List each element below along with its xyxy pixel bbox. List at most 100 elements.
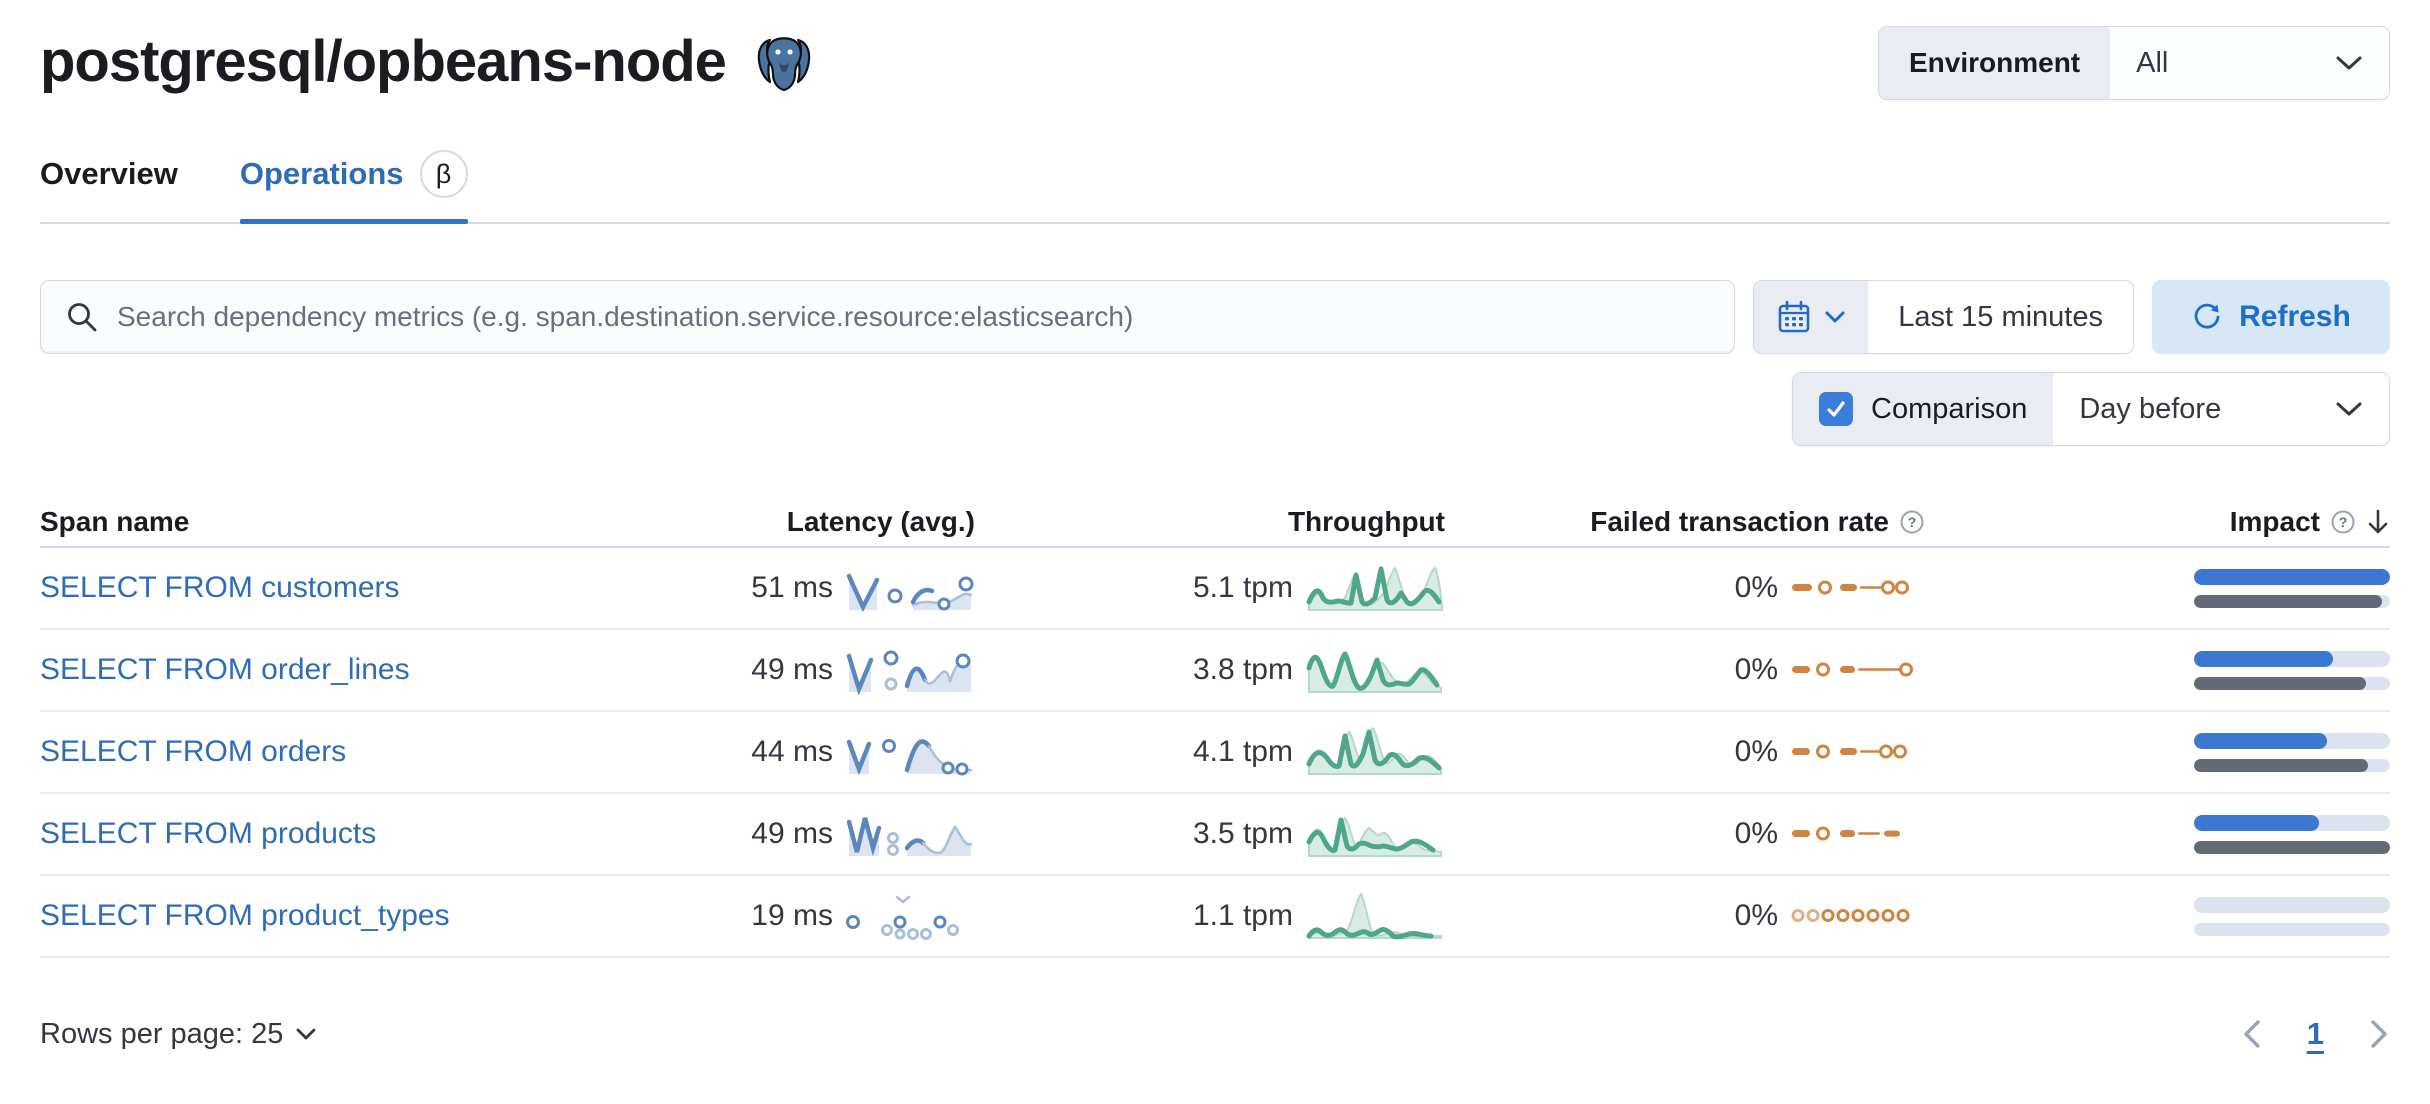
impact-bar-previous <box>2194 594 2383 608</box>
latency-sparkline <box>846 817 973 857</box>
span-link[interactable]: SELECT FROM product_types <box>40 899 450 932</box>
table-row: SELECT FROM orders 44 ms 4.1 tpm <box>40 712 2390 794</box>
throughput-value: 5.1 tpm <box>1192 571 1293 604</box>
refresh-button[interactable]: Refresh <box>2152 280 2390 354</box>
throughput-value: 3.8 tpm <box>1192 653 1293 686</box>
latency-sparkline <box>846 895 959 940</box>
comparison-value: Day before <box>2079 392 2222 425</box>
latency-sparkline <box>846 739 973 776</box>
refresh-icon <box>2194 303 2220 329</box>
search-input[interactable] <box>117 301 1711 333</box>
col-impact[interactable]: Impact ? <box>1925 506 2390 538</box>
comparison-label: Comparison <box>1871 392 2028 425</box>
time-range-button[interactable]: Last 15 minutes <box>1868 281 2133 353</box>
span-link[interactable]: SELECT FROM order_lines <box>40 653 410 686</box>
chevron-down-icon <box>1825 311 1845 323</box>
failed-rate-sparkline <box>1792 744 1907 759</box>
throughput-sparkline <box>1306 726 1442 775</box>
throughput-sparkline <box>1306 566 1443 611</box>
impact-bar-current <box>2194 814 2320 831</box>
table-row: SELECT FROM product_types 19 ms 1.1 tpm <box>40 876 2390 958</box>
svg-text:?: ? <box>2339 514 2348 530</box>
page-header: postgresql/opbeans-node Environment All <box>40 26 2390 100</box>
check-icon <box>1827 401 1845 417</box>
rows-per-page-button[interactable]: Rows per page: 25 <box>40 1018 317 1051</box>
question-icon[interactable]: ? <box>2330 509 2356 535</box>
impact-bar-current <box>2194 568 2390 585</box>
chevron-down-icon <box>297 1028 316 1040</box>
table-header-row: Span name Latency (avg.) Throughput Fail… <box>40 498 2390 548</box>
environment-select[interactable]: Environment All <box>1878 26 2390 100</box>
impact-cell <box>2194 568 2390 608</box>
latency-sparkline <box>846 650 971 696</box>
beta-badge: β <box>419 150 468 198</box>
search-icon <box>68 303 97 332</box>
date-picker: Last 15 minutes <box>1753 280 2134 354</box>
page-number[interactable]: 1 <box>2306 1016 2324 1051</box>
tab-overview[interactable]: Overview <box>40 150 178 222</box>
failed-rate-sparkline <box>1792 580 1909 595</box>
failed-rate-value: 0% <box>1734 817 1778 850</box>
comparison-select[interactable]: Day before <box>2053 373 2389 445</box>
impact-bar-previous <box>2194 676 2367 690</box>
question-icon[interactable]: ? <box>1899 509 1925 535</box>
latency-value: 49 ms <box>751 653 833 686</box>
failed-rate-value: 0% <box>1734 899 1778 932</box>
postgresql-elephant-icon <box>757 37 811 92</box>
impact-bar-previous <box>2194 840 2390 854</box>
failed-rate-sparkline <box>1791 909 1910 922</box>
tab-operations-label: Operations <box>239 156 404 191</box>
impact-cell <box>2194 896 2390 936</box>
apm-dependency-page: postgresql/opbeans-node Environment All <box>40 26 2390 1052</box>
comparison-control: Comparison Day before <box>1792 372 2390 446</box>
calendar-icon <box>1778 300 1810 333</box>
impact-bar-current <box>2194 650 2334 667</box>
failed-rate-value: 0% <box>1734 571 1778 604</box>
col-failed-rate: Failed transaction rate ? <box>1445 506 1925 538</box>
chevron-left-icon[interactable] <box>2241 1018 2263 1050</box>
latency-value: 44 ms <box>751 735 833 768</box>
span-link[interactable]: SELECT FROM orders <box>40 735 347 768</box>
rows-per-page-label: Rows per page: 25 <box>40 1017 284 1050</box>
latency-value: 51 ms <box>751 571 833 604</box>
comparison-toggle: Comparison <box>1793 373 2054 445</box>
throughput-value: 3.5 tpm <box>1192 817 1293 850</box>
col-throughput: Throughput <box>1287 506 1445 537</box>
latency-value: 49 ms <box>751 817 833 850</box>
col-span-name: Span name <box>40 506 190 537</box>
comparison-checkbox[interactable] <box>1819 392 1853 426</box>
span-link[interactable]: SELECT FROM customers <box>40 571 400 604</box>
chevron-right-icon[interactable] <box>2368 1018 2390 1050</box>
time-range-value: Last 15 minutes <box>1898 300 2103 333</box>
svg-text:?: ? <box>1908 514 1917 530</box>
failed-rate-sparkline <box>1792 826 1900 841</box>
impact-bar-previous <box>2194 758 2369 772</box>
pager: 1 <box>2241 1016 2390 1052</box>
latency-sparkline <box>846 573 974 613</box>
sort-descending-icon <box>2368 509 2388 534</box>
impact-bar-current <box>2194 732 2328 749</box>
failed-rate-value: 0% <box>1734 653 1778 686</box>
refresh-label: Refresh <box>2239 300 2351 333</box>
operations-table: Span name Latency (avg.) Throughput Fail… <box>40 498 2390 958</box>
chevron-down-icon <box>2336 56 2362 70</box>
tab-operations[interactable]: Operations β <box>239 150 468 224</box>
environment-value: All <box>2136 46 2169 79</box>
throughput-value: 1.1 tpm <box>1192 899 1293 932</box>
toolbar: Last 15 minutes Refresh <box>40 280 2390 354</box>
page-title: postgresql/opbeans-node <box>40 28 727 94</box>
throughput-value: 4.1 tpm <box>1192 735 1293 768</box>
pagination-row: Rows per page: 25 1 <box>40 1016 2390 1052</box>
col-latency: Latency (avg.) <box>786 506 975 537</box>
date-picker-calendar-button[interactable] <box>1754 281 1869 353</box>
tab-overview-label: Overview <box>40 156 178 191</box>
failed-rate-sparkline <box>1792 662 1913 677</box>
chevron-down-icon <box>2336 402 2362 416</box>
search-box <box>40 280 1736 354</box>
table-row: SELECT FROM customers 51 ms 5.1 tpm <box>40 548 2390 630</box>
tab-bar: Overview Operations β <box>40 150 2390 224</box>
table-row: SELECT FROM products 49 ms 3.5 tpm <box>40 794 2390 876</box>
span-link[interactable]: SELECT FROM products <box>40 817 377 850</box>
throughput-sparkline <box>1306 651 1442 693</box>
impact-cell <box>2194 650 2390 690</box>
